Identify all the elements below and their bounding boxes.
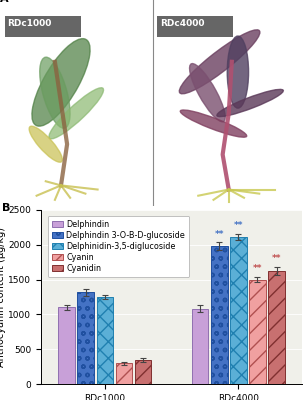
Legend: Delphindin, Delphindin 3-O-B-D-glucoside, Delphinidin-3,5-diglucoside, Cyanin, C: Delphindin, Delphindin 3-O-B-D-glucoside… [48, 216, 189, 277]
Bar [77, 292, 94, 384]
Bar [249, 280, 266, 384]
Bar [268, 271, 285, 384]
Bar [5, 16, 81, 37]
Ellipse shape [217, 89, 283, 117]
Ellipse shape [189, 64, 225, 122]
Text: A: A [0, 0, 8, 4]
Y-axis label: Anthocyanin content (μg/kg): Anthocyanin content (μg/kg) [0, 227, 6, 367]
Ellipse shape [32, 39, 90, 126]
Bar [58, 308, 75, 384]
Text: **: ** [234, 221, 243, 230]
Bar [230, 237, 247, 384]
Bar [157, 16, 233, 37]
Ellipse shape [40, 57, 70, 128]
Bar [135, 360, 151, 384]
Ellipse shape [49, 88, 103, 139]
Text: **: ** [214, 230, 224, 238]
Bar [192, 309, 208, 384]
Text: **: ** [253, 264, 262, 273]
Text: **: ** [272, 254, 281, 263]
Ellipse shape [227, 36, 249, 108]
Bar [96, 297, 113, 384]
Text: RDc4000: RDc4000 [160, 19, 205, 28]
Text: RDc1000: RDc1000 [8, 19, 52, 28]
Text: B: B [2, 203, 10, 213]
Bar [211, 246, 228, 384]
Bar [116, 364, 132, 384]
Ellipse shape [180, 110, 247, 137]
Ellipse shape [179, 30, 260, 94]
Ellipse shape [29, 126, 62, 162]
